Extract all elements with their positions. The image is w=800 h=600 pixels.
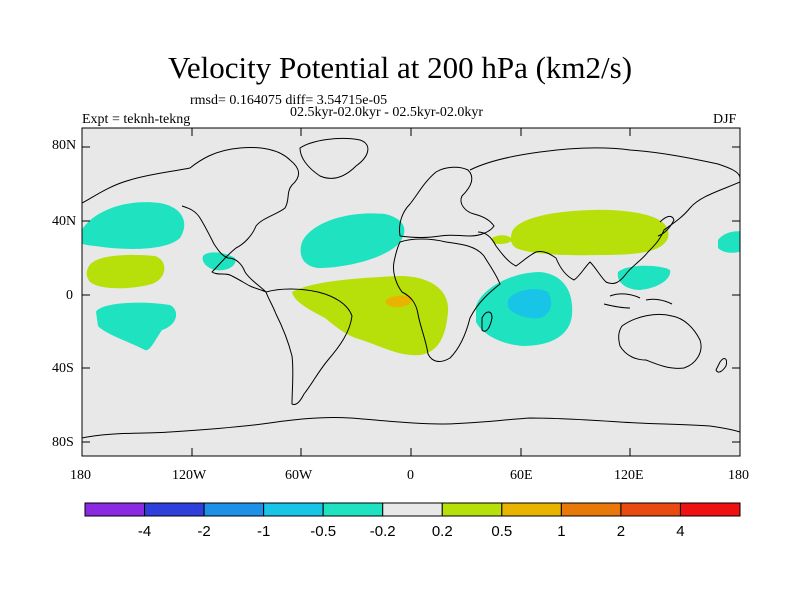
coast-north-america [82,147,299,293]
period-label: 02.5kyr-02.0kyr - 02.5kyr-02.0kyr [290,105,484,120]
colorbar-label: 0.2 [432,523,453,540]
colorbar-box [620,502,681,517]
colorbar-box [441,502,503,517]
colorbar-box [84,502,146,517]
map-plot-area [82,128,740,456]
coast-south-america [265,288,353,405]
coast-europe [399,166,495,238]
coast-asia [469,147,740,285]
anomaly-pos-middle-east [492,235,512,244]
colorbar-box [322,502,384,517]
colorbar: -4 -2 -1 -0.5 -0.2 0.2 0.5 1 2 4 [84,502,741,540]
anomaly-pos-pacific-east [86,254,165,289]
coast-japan [657,215,675,237]
x-tick-0: 0 [407,468,414,483]
y-tick-40n: 40N [52,214,77,229]
colorbar-label: 0.5 [491,523,512,540]
x-tick-60e: 60E [510,468,533,483]
y-tick-0: 0 [66,288,73,303]
y-tick-80n: 80N [52,138,77,153]
colorbar-label: -1 [257,523,270,540]
coast-antarctica [82,416,740,439]
x-tick-120e: 120E [614,468,644,483]
anomaly-neg-north-atlantic [300,213,405,268]
colorbar-box [263,502,324,517]
anomaly-neg-west-pacific [617,265,671,290]
colorbar-box [679,502,741,517]
colorbar-box [382,502,443,517]
colorbar-label: -0.2 [370,523,396,540]
anomaly-neg-mexico [202,252,236,271]
x-tick-180w: 180 [70,468,91,483]
coastlines [82,137,740,439]
anomaly-mod-pos-amazon [385,295,413,308]
anomaly-mod-neg-indian-ocean [508,289,552,319]
experiment-label: Expt = teknh-tekng [82,112,191,127]
colorbar-label: -2 [197,523,210,540]
colorbar-label: -4 [138,523,151,540]
coast-greenland [299,137,369,179]
x-tick-120w: 120W [172,468,207,483]
map-frame [81,127,741,457]
colorbar-label: -0.5 [310,523,336,540]
colorbar-label: 4 [676,523,684,540]
coast-africa [393,238,501,362]
colorbar-label: 2 [617,523,625,540]
colorbar-box [501,502,562,517]
colorbar-box [560,502,622,517]
x-tick-60w: 60W [285,468,313,483]
anomaly-neg-dateline [718,231,740,253]
y-tick-40s: 40S [52,361,74,376]
x-tick-180e: 180 [728,468,749,483]
anomaly-neg-north-pacific [82,202,185,249]
coast-indonesia [603,293,673,309]
stats-label: rmsd= 0.164075 diff= 3.54715e-05 [190,93,388,108]
season-label: DJF [713,112,737,127]
colorbar-label: 1 [557,523,565,540]
y-tick-80s: 80S [52,435,74,450]
chart-title: Velocity Potential at 200 hPa (km2/s) [167,50,633,85]
anomaly-pos-asia [510,209,669,256]
coast-new-zealand [715,358,727,373]
coast-madagascar [481,311,493,332]
coast-australia [618,313,702,369]
colorbar-box [144,502,205,517]
colorbar-box [203,502,265,517]
anomaly-neg-south-pacific [96,302,177,351]
